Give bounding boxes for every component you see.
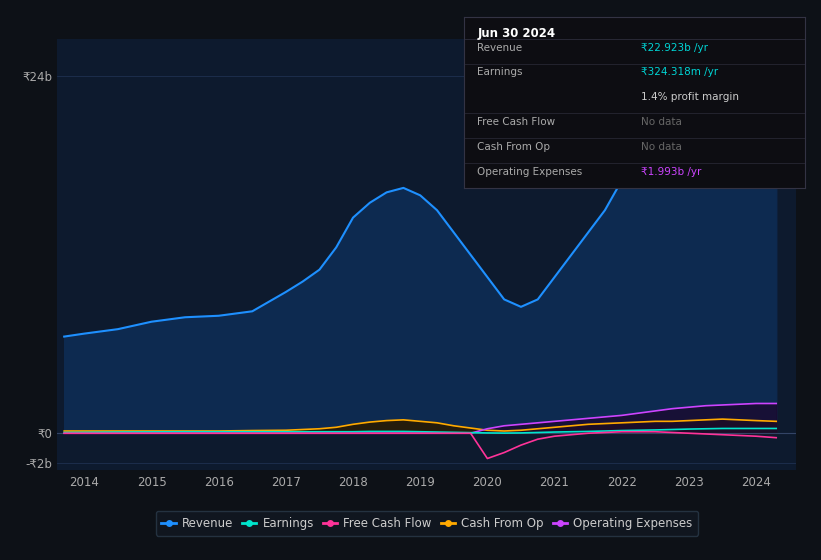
- Text: 1.4% profit margin: 1.4% profit margin: [641, 92, 739, 102]
- Text: ₹1.993b /yr: ₹1.993b /yr: [641, 166, 701, 176]
- Text: No data: No data: [641, 142, 682, 152]
- Text: Revenue: Revenue: [478, 43, 523, 53]
- Text: ₹324.318m /yr: ₹324.318m /yr: [641, 67, 718, 77]
- Legend: Revenue, Earnings, Free Cash Flow, Cash From Op, Operating Expenses: Revenue, Earnings, Free Cash Flow, Cash …: [155, 511, 699, 536]
- Text: Earnings: Earnings: [478, 67, 523, 77]
- Text: Free Cash Flow: Free Cash Flow: [478, 117, 556, 127]
- Text: Cash From Op: Cash From Op: [478, 142, 551, 152]
- Text: ₹22.923b /yr: ₹22.923b /yr: [641, 43, 708, 53]
- Text: Operating Expenses: Operating Expenses: [478, 166, 583, 176]
- Text: Jun 30 2024: Jun 30 2024: [478, 27, 556, 40]
- Text: No data: No data: [641, 117, 682, 127]
